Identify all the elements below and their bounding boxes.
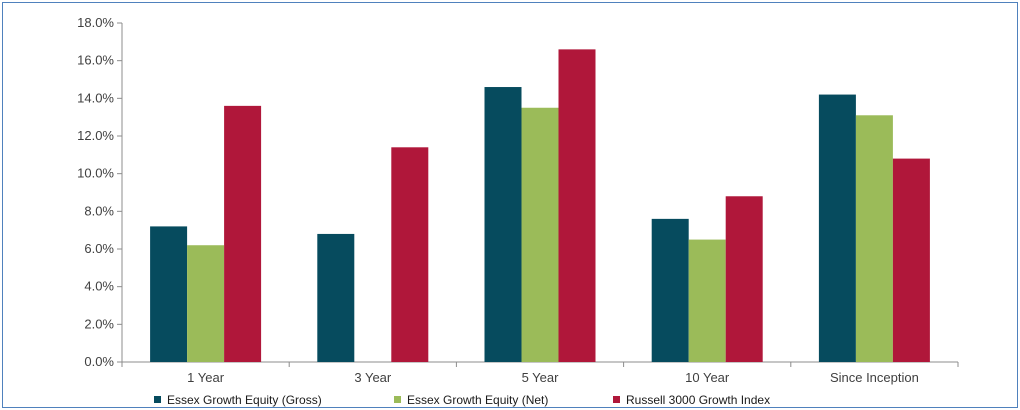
bar (150, 226, 188, 362)
x-category-label: 3 Year (354, 370, 392, 385)
y-tick-label: 16.0% (77, 53, 114, 68)
bar (317, 233, 355, 362)
x-category-label: 5 Year (522, 370, 560, 385)
bar (224, 105, 262, 362)
bar (725, 196, 763, 362)
y-axis: 0.0% 2.0% 4.0% 6.0% 8.0% 10.0% 12.0% 14.0% 16.0%… (77, 15, 123, 369)
x-category-label: Since Inception (830, 370, 919, 385)
y-tick-label: 2.0% (84, 316, 114, 331)
x-axis: 1 Year 3 Year 5 Year 10 Year Since Inception (121, 361, 959, 385)
bar (688, 239, 726, 362)
y-tick-label: 12.0% (77, 128, 114, 143)
bar (484, 87, 522, 363)
bar (187, 245, 225, 362)
bar (558, 49, 596, 362)
legend-swatch (154, 396, 161, 403)
x-category-label: 1 Year (187, 370, 225, 385)
bars (150, 49, 930, 363)
legend-label: Russell 3000 Growth Index (626, 393, 770, 407)
legend-swatch (613, 396, 620, 403)
bar (521, 107, 559, 362)
y-tick-label: 4.0% (84, 279, 114, 294)
y-tick-label: 14.0% (77, 90, 114, 105)
bar (651, 218, 689, 362)
y-tick-label: 18.0% (77, 15, 114, 30)
legend-label: Essex Growth Equity (Net) (407, 393, 548, 407)
y-tick-label: 0.0% (84, 354, 114, 369)
bar (892, 158, 930, 362)
y-tick-label: 8.0% (84, 203, 114, 218)
bar (391, 147, 429, 362)
bar (818, 94, 856, 363)
legend-swatch (394, 396, 401, 403)
bar (855, 115, 893, 363)
legend-label: Essex Growth Equity (Gross) (167, 393, 322, 407)
legend: Essex Growth Equity (Gross) Essex Growth … (154, 393, 770, 407)
x-category-label: 10 Year (685, 370, 730, 385)
y-tick-label: 10.0% (77, 166, 114, 181)
y-tick-label: 6.0% (84, 241, 114, 256)
